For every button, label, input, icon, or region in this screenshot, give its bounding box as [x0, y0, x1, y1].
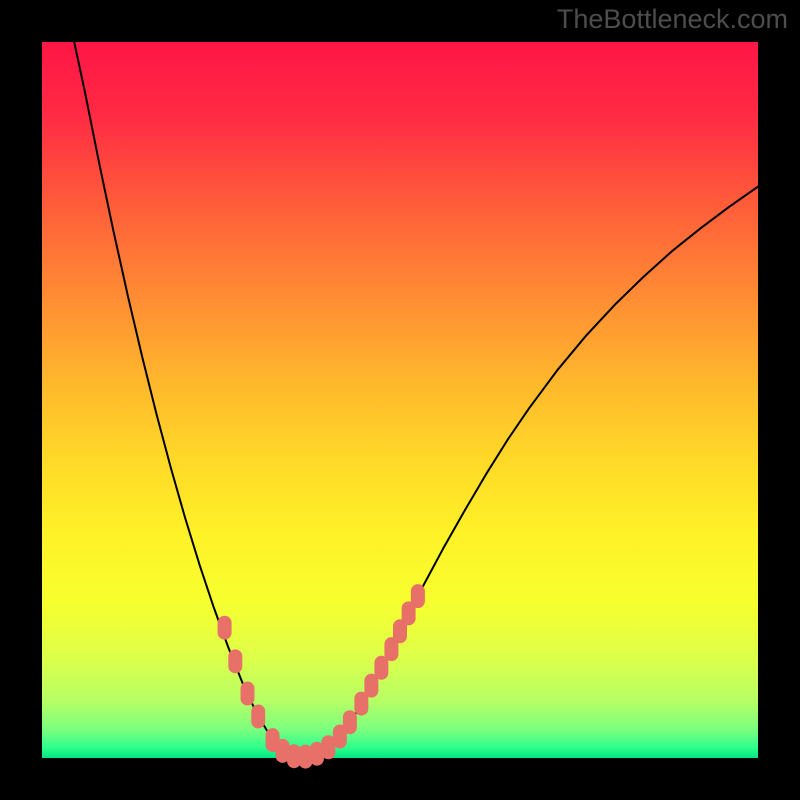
- data-marker: [343, 710, 357, 734]
- data-marker: [374, 656, 388, 680]
- data-marker: [251, 704, 265, 728]
- curve-layer: [42, 42, 758, 758]
- data-marker: [218, 616, 232, 640]
- plot-area: [42, 42, 758, 758]
- chart-stage: TheBottleneck.com: [0, 0, 800, 800]
- data-marker: [228, 649, 242, 673]
- data-marker: [240, 682, 254, 706]
- watermark-text: TheBottleneck.com: [557, 4, 788, 35]
- data-marker: [411, 584, 425, 608]
- curve-path: [74, 42, 758, 757]
